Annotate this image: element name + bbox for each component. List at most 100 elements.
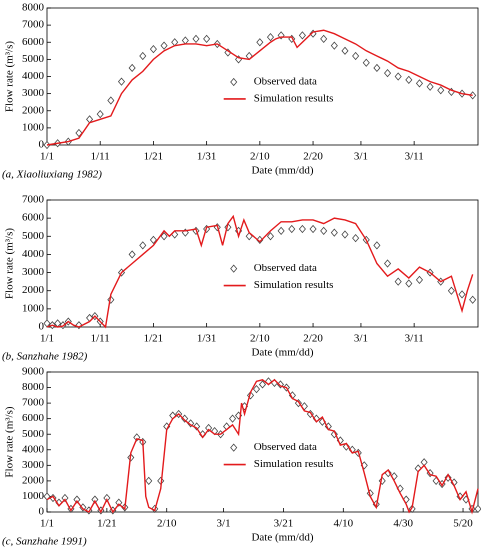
y-tick-label: 4000: [22, 248, 45, 260]
x-tick-label: 3/11: [405, 333, 424, 345]
observed-point: [139, 241, 147, 250]
y-tick-label: 1000: [22, 490, 45, 502]
y-tick-label: 1000: [22, 302, 45, 314]
observed-point: [288, 224, 296, 234]
observed-point: [107, 96, 115, 105]
y-tick-label: 3000: [22, 459, 45, 471]
y-tick-label: 0: [39, 321, 45, 333]
x-tick-label: 5/20: [453, 518, 473, 530]
observed-point: [91, 495, 99, 504]
y-tick-label: 4000: [22, 70, 45, 82]
legend-label: Observed data: [254, 441, 317, 453]
y-tick-label: 6000: [22, 212, 45, 224]
y-tick-label: 2000: [22, 284, 45, 296]
y-tick-label: 7000: [22, 19, 45, 31]
y-tick-label: 6000: [22, 36, 45, 48]
legend-marker: [230, 77, 238, 87]
y-tick-label: 5000: [22, 230, 45, 242]
x-tick-label: 1/21: [144, 151, 164, 163]
y-tick-label: 3000: [22, 87, 45, 99]
x-tick-label: 1/11: [91, 333, 110, 345]
observed-point: [73, 495, 81, 504]
observed-point: [203, 34, 211, 43]
observed-point: [266, 232, 275, 241]
x-tick-label: 1/21: [144, 333, 164, 345]
x-tick-label: 2/20: [303, 151, 323, 163]
observed-point: [384, 259, 392, 268]
observed-point: [373, 63, 381, 73]
x-tick-label: 3/1: [217, 518, 231, 530]
y-tick-label: 8000: [22, 2, 45, 14]
observed-point: [415, 275, 423, 284]
y-tick-label: 3000: [22, 266, 45, 278]
observed-point: [277, 226, 285, 235]
x-tick-label: 4/10: [334, 518, 354, 530]
observed-point: [192, 34, 200, 43]
observed-point: [309, 224, 317, 234]
observed-point: [474, 504, 481, 514]
x-axis-label: Date (mm/dd): [251, 347, 313, 359]
observed-point: [458, 290, 466, 299]
x-tick-label: 2/20: [303, 333, 323, 345]
x-tick-label: 3/21: [274, 518, 294, 530]
x-tick-label: 2/10: [250, 333, 270, 345]
simulation-line: [46, 214, 474, 329]
observed-point: [252, 384, 261, 394]
observed-point: [437, 86, 445, 95]
observed-point: [341, 46, 349, 55]
y-tick-label: 7000: [22, 397, 45, 409]
x-axis-label: Date (mm/dd): [251, 165, 313, 177]
x-tick-label: 1/1: [40, 333, 54, 345]
y-axis-label: Flow rate (m³/s): [4, 228, 16, 299]
panel-caption: (c, Sanzhahe 1991): [2, 536, 87, 548]
observed-point: [149, 235, 157, 245]
legend-marker: [230, 264, 238, 273]
observed-point: [426, 82, 434, 91]
x-tick-label: 1/1: [40, 518, 54, 530]
observed-point: [469, 295, 477, 304]
observed-point: [139, 51, 147, 61]
observed-point: [128, 63, 136, 73]
y-tick-label: 9000: [22, 366, 45, 378]
legend-label: Simulation results: [254, 93, 334, 105]
observed-point: [394, 277, 402, 286]
observed-point: [330, 228, 338, 237]
observed-point: [405, 75, 413, 85]
x-tick-label: 2/10: [157, 518, 177, 530]
observed-point: [341, 230, 349, 239]
observed-point: [330, 41, 338, 50]
observed-point: [352, 51, 360, 61]
y-tick-label: 0: [39, 139, 45, 151]
observed-point: [415, 79, 423, 88]
legend-label: Simulation results: [254, 458, 334, 470]
y-tick-label: 0: [39, 506, 45, 518]
observed-point: [160, 232, 168, 241]
observed-point: [405, 279, 413, 288]
y-tick-label: 7000: [22, 194, 45, 206]
observed-point: [75, 321, 83, 330]
plot-frame: [46, 371, 479, 513]
observed-point: [258, 380, 267, 389]
y-tick-label: 5000: [22, 53, 45, 65]
observed-point: [362, 58, 370, 67]
panel: 0 1000 2000 3000 4000 5000 6000 7000 1/1 1/11 1/21…: [2, 194, 479, 363]
observed-point: [394, 72, 402, 81]
simulation-line: [46, 29, 473, 146]
observed-point: [384, 68, 392, 78]
y-axis-label: Flow rate (m³/s): [4, 41, 16, 112]
observed-point: [352, 233, 360, 243]
observed-point: [133, 433, 141, 442]
observed-point: [145, 476, 153, 486]
y-tick-label: 1000: [22, 121, 45, 133]
x-tick-label: 1/31: [197, 333, 217, 345]
observed-point: [373, 241, 381, 250]
observed-point: [61, 493, 69, 503]
observed-point: [187, 419, 195, 428]
observed-point: [298, 31, 306, 40]
observed-point: [378, 476, 386, 486]
panel-caption: (a, Xiaoliuxiang 1982): [2, 169, 102, 181]
y-tick-label: 4000: [22, 443, 45, 455]
x-tick-label: 4/30: [393, 518, 413, 530]
x-tick-label: 1/1: [40, 151, 54, 163]
